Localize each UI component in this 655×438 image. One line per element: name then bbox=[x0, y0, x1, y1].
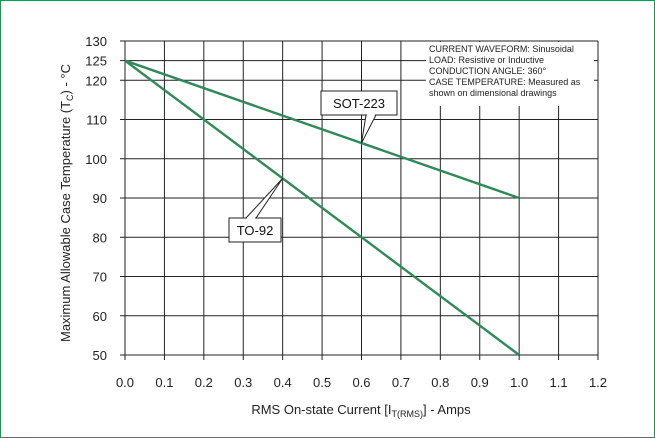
x-tick-label: 0.9 bbox=[471, 375, 489, 390]
note-line: shown on dimensional drawings bbox=[429, 88, 557, 98]
note-line: CURRENT WAVEFORM: Sinusoidal bbox=[429, 44, 574, 54]
note-line: LOAD: Resistive or Inductive bbox=[429, 55, 544, 65]
y-tick-label: 110 bbox=[86, 113, 107, 128]
y-tick-label: 130 bbox=[85, 34, 107, 49]
y-tick-label: 125 bbox=[85, 54, 107, 69]
callout-box bbox=[320, 90, 398, 116]
callout-label: TO-92 bbox=[237, 223, 274, 238]
y-tick-label: 60 bbox=[93, 309, 107, 324]
note-line: CASE TEMPERATURE: Measured as bbox=[429, 77, 581, 87]
y-axis-title: Maximum Allowable Case Temperature (TC) … bbox=[58, 64, 75, 342]
y-tick-label: 80 bbox=[93, 230, 107, 245]
notes-background bbox=[426, 42, 594, 106]
x-tick-label: 0.6 bbox=[352, 375, 370, 390]
series-line-sot-223 bbox=[124, 59, 520, 200]
x-tick-label: 0.3 bbox=[234, 375, 252, 390]
x-tick-label: 0.7 bbox=[392, 375, 410, 390]
callout-sot-223: SOT-223 bbox=[320, 90, 398, 144]
callout-label: SOT-223 bbox=[333, 96, 385, 111]
x-tick-label: 0.4 bbox=[274, 375, 292, 390]
y-tick-label: 120 bbox=[85, 73, 107, 88]
x-tick-label: 0.2 bbox=[195, 375, 213, 390]
y-tick-label: 100 bbox=[85, 152, 107, 167]
x-tick-label: 0.8 bbox=[431, 375, 449, 390]
series-line-to-92 bbox=[124, 59, 520, 356]
x-tick-label: 1.1 bbox=[550, 375, 568, 390]
y-tick-label: 70 bbox=[93, 270, 107, 285]
note-line: CONDUCTION ANGLE: 360° bbox=[429, 66, 547, 76]
x-axis-title: RMS On-state Current [IT(RMS)] - Amps bbox=[251, 402, 471, 419]
x-tick-label: 0.5 bbox=[313, 375, 331, 390]
x-tick-label: 0.1 bbox=[155, 375, 173, 390]
x-tick-label: 1.0 bbox=[510, 375, 528, 390]
y-tick-label: 90 bbox=[93, 191, 107, 206]
y-tick-label: 50 bbox=[93, 348, 107, 363]
x-tick-label: 1.2 bbox=[589, 375, 607, 390]
callout-to-92: TO-92 bbox=[228, 178, 284, 243]
x-tick-label: 0.0 bbox=[116, 375, 134, 390]
